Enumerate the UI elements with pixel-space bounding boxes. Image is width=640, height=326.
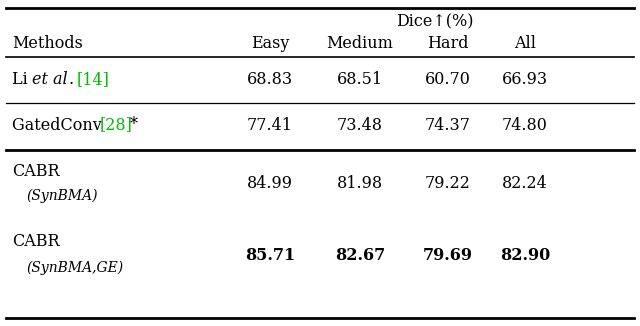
Text: Dice↑(%): Dice↑(%) [396, 13, 474, 31]
Text: Medium: Medium [326, 35, 394, 52]
Text: et al: et al [32, 71, 68, 88]
Text: (SynBMA): (SynBMA) [26, 189, 97, 203]
Text: [14]: [14] [77, 71, 110, 88]
Text: 74.80: 74.80 [502, 116, 548, 134]
Text: Hard: Hard [428, 35, 468, 52]
Text: CABR: CABR [12, 233, 60, 250]
Text: 74.37: 74.37 [425, 116, 471, 134]
Text: 85.71: 85.71 [245, 247, 295, 264]
Text: 79.22: 79.22 [425, 175, 471, 192]
Text: GatedConv: GatedConv [12, 116, 107, 134]
Text: 84.99: 84.99 [247, 175, 293, 192]
Text: *: * [130, 116, 138, 134]
Text: 82.90: 82.90 [500, 247, 550, 264]
Text: 77.41: 77.41 [247, 116, 293, 134]
Text: Methods: Methods [12, 35, 83, 52]
Text: 60.70: 60.70 [425, 71, 471, 88]
Text: .: . [69, 71, 79, 88]
Text: 68.51: 68.51 [337, 71, 383, 88]
Text: 66.93: 66.93 [502, 71, 548, 88]
Text: 79.69: 79.69 [423, 247, 473, 264]
Text: All: All [514, 35, 536, 52]
Text: [28]: [28] [100, 116, 133, 134]
Text: CABR: CABR [12, 164, 60, 181]
Text: 81.98: 81.98 [337, 175, 383, 192]
Text: Li: Li [12, 71, 33, 88]
Text: (SynBMA,GE): (SynBMA,GE) [26, 261, 123, 275]
Text: 68.83: 68.83 [247, 71, 293, 88]
Text: 82.67: 82.67 [335, 247, 385, 264]
Text: 73.48: 73.48 [337, 116, 383, 134]
Text: Easy: Easy [251, 35, 289, 52]
Text: 82.24: 82.24 [502, 175, 548, 192]
